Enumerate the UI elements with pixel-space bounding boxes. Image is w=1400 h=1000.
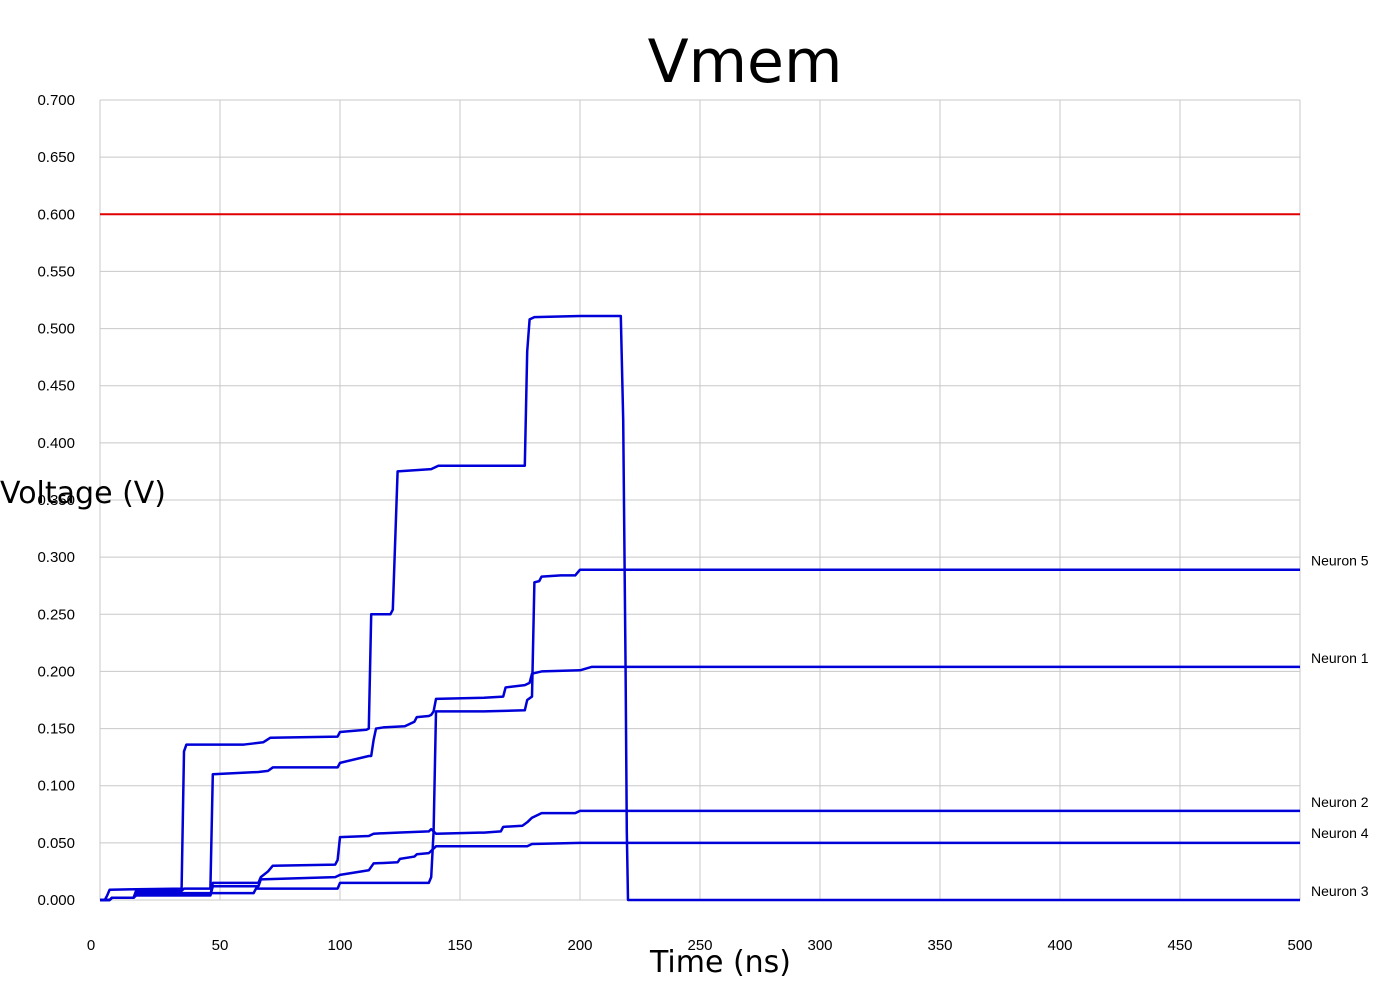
y-tick-label: 0.400	[37, 435, 75, 452]
x-tick-label: 250	[687, 937, 712, 954]
y-tick-label: 0.250	[37, 606, 75, 623]
y-tick-label: 0.500	[37, 321, 75, 338]
series-label-neuron-1: Neuron 1	[1311, 650, 1369, 666]
x-axis-label: Time (ns)	[649, 945, 791, 980]
y-tick-labels: 0.000 0.050 0.100 0.150 0.200 0.250 0.300 0.350…	[37, 92, 75, 909]
y-tick-label: 0.350	[37, 492, 75, 509]
y-tick-label: 0.050	[37, 835, 75, 852]
series-label-neuron-5: Neuron 5	[1311, 553, 1369, 569]
x-tick-label: 450	[1167, 937, 1192, 954]
x-tick-label: 50	[212, 937, 229, 954]
x-tick-label: 0	[87, 937, 95, 954]
y-tick-label: 0.550	[37, 263, 75, 280]
y-axis-label: Voltage (V)	[0, 476, 166, 511]
x-tick-label: 200	[567, 937, 592, 954]
grid	[99, 99, 1301, 901]
y-tick-label: 0.700	[37, 92, 75, 109]
y-tick-label: 0.300	[37, 549, 75, 566]
series-label-neuron-3: Neuron 3	[1311, 883, 1369, 899]
x-tick-labels: 0 50 100 150 200 250 300 350 400 450 500	[87, 937, 1313, 954]
series-label-neuron-4: Neuron 4	[1311, 825, 1369, 841]
x-tick-label: 100	[327, 937, 352, 954]
y-tick-label: 0.150	[37, 721, 75, 738]
y-tick-label: 0.200	[37, 663, 75, 680]
chart-title: Vmem	[648, 27, 843, 97]
y-tick-label: 0.000	[37, 892, 75, 909]
y-tick-label: 0.450	[37, 378, 75, 395]
series-line-neuron-4	[100, 841, 1300, 902]
series-line-neuron-3	[100, 314, 1300, 902]
series-line-neuron-1	[100, 665, 1300, 902]
x-tick-label: 300	[807, 937, 832, 954]
x-tick-label: 500	[1287, 937, 1312, 954]
y-tick-label: 0.100	[37, 778, 75, 795]
y-tick-label: 0.600	[37, 206, 75, 223]
y-tick-label: 0.650	[37, 149, 75, 166]
x-tick-label: 150	[447, 937, 472, 954]
series-labels: Neuron 5 Neuron 1 Neuron 2 Neuron 4 Neuron 3	[1311, 553, 1369, 899]
x-tick-label: 400	[1047, 937, 1072, 954]
series-lines	[100, 314, 1300, 902]
series-label-neuron-2: Neuron 2	[1311, 794, 1369, 810]
x-tick-label: 350	[927, 937, 952, 954]
